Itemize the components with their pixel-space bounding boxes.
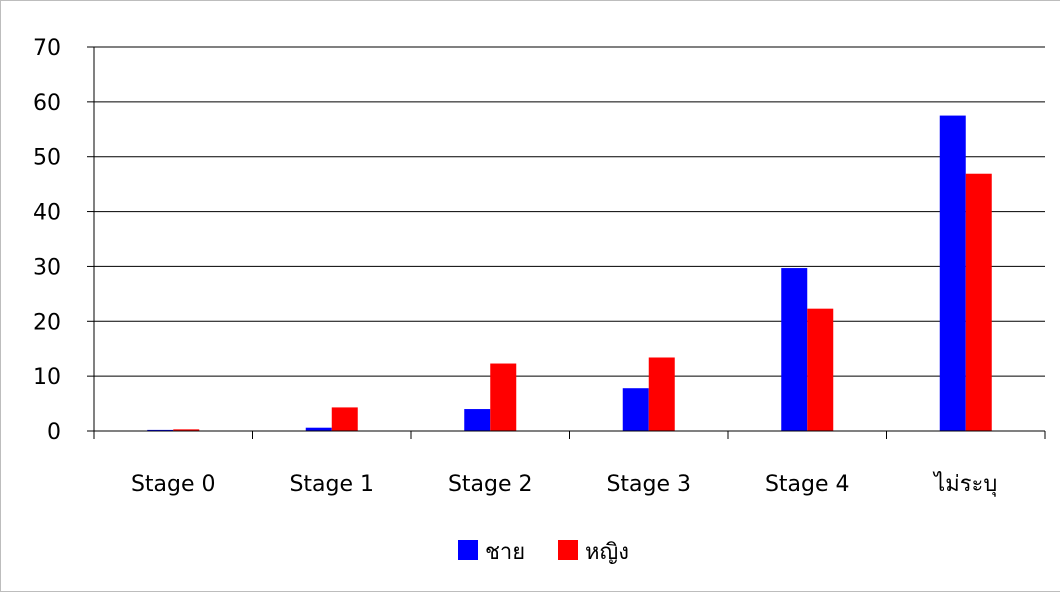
bar-series1-0 (147, 429, 174, 431)
x-tick-label-5: ไม่ระบุ (932, 471, 997, 497)
y-tick-label-10: 10 (33, 365, 61, 390)
x-tick-label-4: Stage 4 (765, 472, 850, 497)
bars (147, 115, 992, 432)
bar-series1-1 (305, 427, 332, 431)
bar-series2-5 (965, 173, 992, 431)
bar-series2-3 (648, 357, 675, 431)
legend-label-0: ชาย (485, 540, 525, 565)
x-tick-label-0: Stage 0 (131, 472, 216, 497)
y-tick-label-20: 20 (33, 310, 61, 335)
x-tick-label-3: Stage 3 (606, 472, 691, 497)
bar-series2-1 (331, 407, 358, 431)
legend-swatch-0 (458, 540, 478, 560)
gridlines (94, 46, 1045, 377)
x-tick-label-1: Stage 1 (289, 472, 374, 497)
legend-swatch-1 (558, 540, 578, 560)
axes (87, 46, 1046, 439)
x-tick-labels: Stage 0 Stage 1 Stage 2 Stage 3 Stage 4 ไม่ระ… (131, 471, 997, 497)
bar-series1-2 (464, 409, 491, 431)
y-tick-label-50: 50 (33, 146, 61, 171)
legend: ชาย หญิง (458, 540, 629, 565)
legend-label-1: หญิง (585, 540, 629, 565)
y-tick-label-30: 30 (33, 255, 61, 280)
y-tick-label-60: 60 (33, 91, 61, 116)
bar-series1-3 (622, 388, 649, 431)
y-tick-label-70: 70 (33, 36, 61, 61)
bar-series1-4 (781, 268, 808, 431)
bar-series2-2 (490, 363, 517, 431)
bar-series2-4 (807, 308, 834, 431)
y-tick-labels: 0 10 20 30 40 50 60 70 (33, 36, 61, 445)
bar-series1-5 (939, 115, 966, 432)
y-tick-label-0: 0 (47, 420, 61, 445)
bar-series2-0 (173, 429, 200, 431)
y-tick-label-40: 40 (33, 201, 61, 226)
x-tick-label-2: Stage 2 (448, 472, 533, 497)
